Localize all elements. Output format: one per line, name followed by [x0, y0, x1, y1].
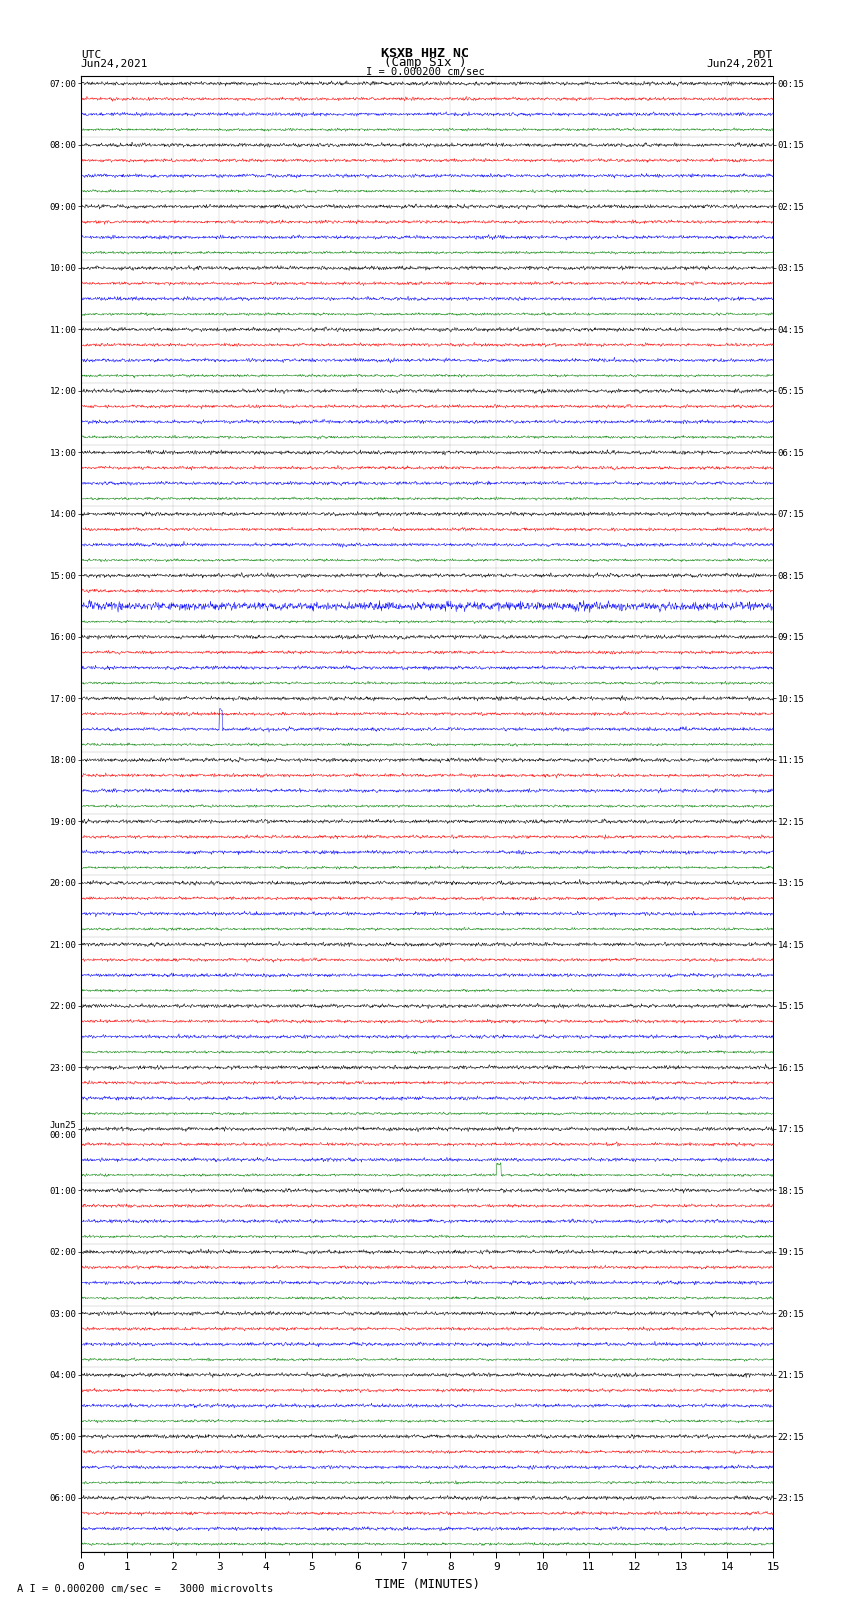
Text: KSXB HHZ NC: KSXB HHZ NC [381, 47, 469, 60]
Text: PDT: PDT [753, 50, 774, 60]
Text: (Camp Six ): (Camp Six ) [383, 56, 467, 69]
Text: Jun24,2021: Jun24,2021 [706, 60, 774, 69]
Text: Jun24,2021: Jun24,2021 [81, 60, 148, 69]
Text: UTC: UTC [81, 50, 101, 60]
Text: A I = 0.000200 cm/sec =   3000 microvolts: A I = 0.000200 cm/sec = 3000 microvolts [17, 1584, 273, 1594]
Text: I = 0.000200 cm/sec: I = 0.000200 cm/sec [366, 68, 484, 77]
X-axis label: TIME (MINUTES): TIME (MINUTES) [375, 1578, 479, 1590]
